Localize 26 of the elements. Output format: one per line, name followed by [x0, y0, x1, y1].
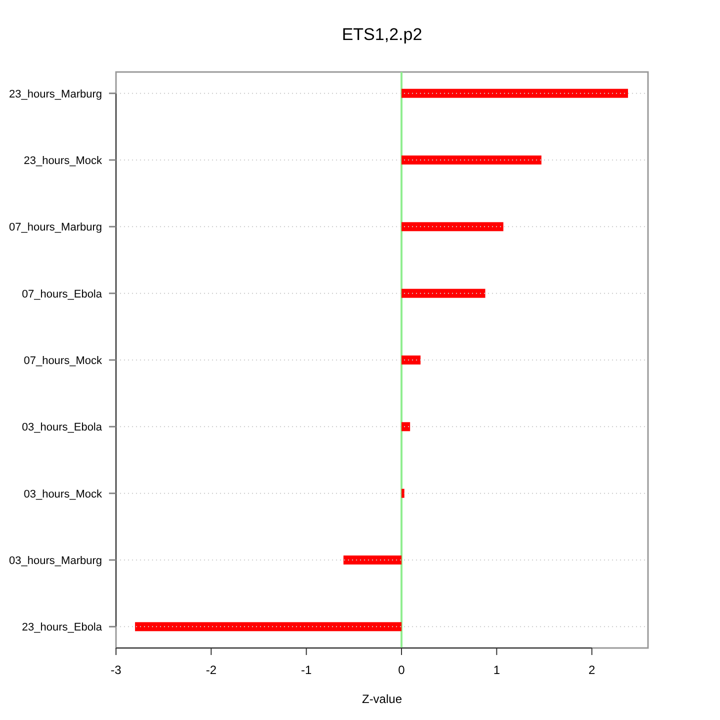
- bar: [402, 88, 628, 98]
- x-tick-label: 1: [493, 663, 500, 677]
- x-tick-label: -1: [301, 663, 312, 677]
- x-tick-label: 0: [398, 663, 406, 677]
- bar: [402, 488, 404, 498]
- bar: [402, 422, 410, 432]
- bar: [343, 556, 402, 564]
- bar: [135, 622, 402, 632]
- x-tick-label: -2: [206, 663, 217, 677]
- y-tick-label: 23_hours_Mock: [24, 155, 102, 167]
- y-tick-label: 07_hours_Marburg: [9, 222, 102, 234]
- y-tick-label: 07_hours_Mock: [24, 355, 102, 367]
- y-tick-label: 03_hours_Marburg: [9, 555, 102, 567]
- y-tick-label: 07_hours_Ebola: [22, 288, 103, 300]
- x-tick-label: 2: [588, 663, 596, 677]
- x-tick-label: -3: [110, 663, 122, 677]
- y-tick-label: 23_hours_Ebola: [22, 622, 103, 634]
- chart-title: ETS1,2.p2: [342, 25, 422, 44]
- y-tick-label: 03_hours_Mock: [24, 488, 102, 500]
- y-tick-label: 03_hours_Ebola: [22, 422, 103, 434]
- bar: [402, 222, 504, 232]
- y-tick-label: 23_hours_Marburg: [9, 88, 102, 100]
- bar: [402, 356, 421, 364]
- bar: [402, 156, 542, 164]
- x-axis-title: Z-value: [362, 692, 402, 706]
- bar: [402, 288, 486, 298]
